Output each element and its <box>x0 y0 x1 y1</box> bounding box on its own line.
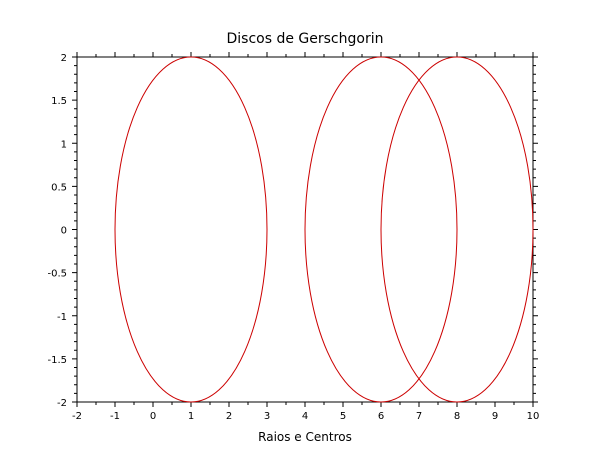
y-tick-label: 1 <box>61 139 67 150</box>
chart-title: Discos de Gerschgorin <box>227 31 384 47</box>
x-axis-label: Raios e Centros <box>258 430 352 444</box>
axis-ticks <box>72 52 538 407</box>
x-tick-label: 1 <box>188 411 194 422</box>
x-tick-label: 3 <box>264 411 270 422</box>
x-tick-label: -2 <box>72 411 82 422</box>
y-tick-label: 2 <box>61 53 67 64</box>
x-tick-label: 4 <box>302 411 308 422</box>
axis-tick-labels: -2 -1 0 1 2 3 4 5 6 7 8 9 10 -2 -1.5 -1 -0.5 0 0.5 1 1.5 2 <box>47 53 539 422</box>
y-tick-label: 1.5 <box>51 96 67 107</box>
x-tick-label: 0 <box>150 411 156 422</box>
y-tick-label: -1 <box>57 312 67 323</box>
x-tick-label: 2 <box>226 411 232 422</box>
x-tick-label: 9 <box>492 411 498 422</box>
y-tick-label: -1.5 <box>47 355 67 366</box>
y-tick-label: -2 <box>57 398 67 409</box>
x-tick-label: 5 <box>340 411 346 422</box>
x-tick-label: 8 <box>454 411 460 422</box>
y-tick-label: 0.5 <box>51 182 67 193</box>
y-tick-label: -0.5 <box>47 269 67 280</box>
x-tick-label: 7 <box>416 411 422 422</box>
x-tick-label: 10 <box>527 411 540 422</box>
x-tick-label: -1 <box>110 411 120 422</box>
disc-1 <box>114 56 268 403</box>
x-tick-label: 6 <box>378 411 384 422</box>
y-tick-label: 0 <box>61 226 67 237</box>
disc-2 <box>304 56 458 403</box>
series-layer <box>114 56 534 403</box>
disc-3 <box>380 56 534 403</box>
